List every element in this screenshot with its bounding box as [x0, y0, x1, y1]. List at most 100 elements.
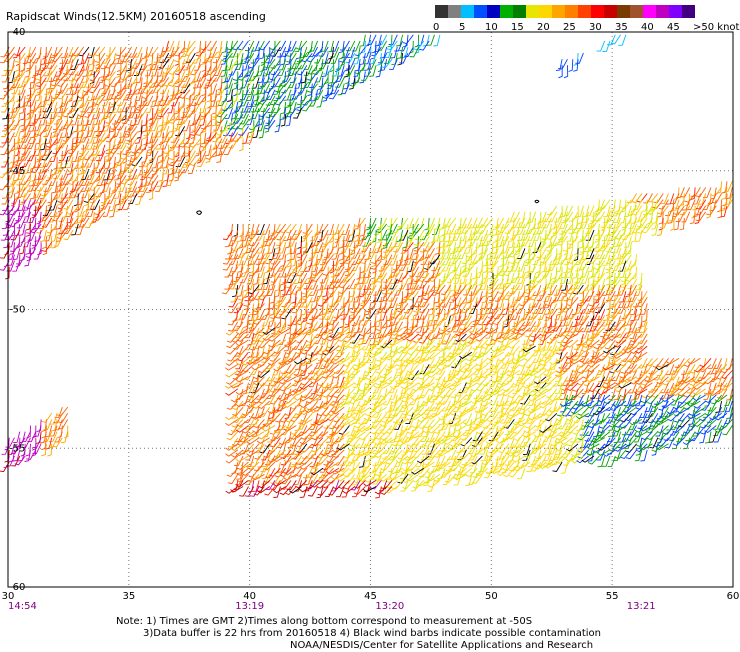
wind-barb	[15, 254, 21, 268]
wind-barb	[440, 272, 451, 283]
wind-barb	[243, 370, 255, 381]
wind-barb	[170, 95, 180, 107]
wind-barb	[527, 236, 537, 248]
wind-barb	[422, 345, 435, 354]
wind-barb	[401, 400, 414, 410]
wind-barb	[574, 339, 584, 351]
wind-barb	[314, 254, 324, 265]
wind-barb	[430, 279, 435, 292]
wind-barb	[400, 400, 409, 413]
wind-barb	[363, 449, 377, 457]
wind-barb	[435, 278, 446, 289]
wind-barb	[165, 59, 175, 70]
wind-barb	[693, 419, 706, 428]
wind-barb	[328, 77, 340, 87]
wind-barb	[357, 278, 366, 290]
wind-barb	[17, 168, 26, 180]
wind-barb	[514, 266, 521, 280]
wind-barb	[95, 89, 106, 100]
legend-swatch	[461, 5, 474, 18]
wind-barb	[534, 376, 547, 385]
wind-barb	[380, 248, 388, 261]
wind-barb	[608, 223, 616, 236]
wind-barb	[624, 406, 637, 415]
wind-barb	[49, 413, 58, 425]
wind-barb	[341, 419, 356, 426]
wind-barb	[331, 437, 345, 445]
wind-barb	[180, 83, 191, 94]
wind-barb	[634, 309, 643, 321]
wind-barb	[509, 394, 520, 405]
wind-barb	[247, 443, 260, 453]
wind-barb	[449, 285, 457, 298]
wind-barb	[440, 290, 451, 302]
wind-barb	[473, 364, 483, 375]
wind-barb	[326, 412, 340, 422]
wind-barb	[317, 77, 324, 90]
wind-barb	[424, 272, 435, 283]
wind-barb	[354, 297, 361, 310]
wind-barb	[389, 254, 398, 266]
wind-barb	[452, 333, 462, 345]
wind-barb	[241, 357, 255, 366]
wind-barb	[428, 419, 441, 429]
wind-barb	[159, 120, 170, 131]
wind-barb	[45, 132, 53, 145]
wind-barb	[344, 315, 356, 326]
wind-barb	[496, 388, 510, 396]
wind-barb	[568, 309, 579, 320]
wind-barb	[414, 40, 420, 54]
wind-barb	[494, 217, 505, 229]
wind-barb	[112, 138, 122, 150]
wind-barb	[571, 303, 579, 316]
wind-barb	[472, 297, 483, 308]
wind-barb	[486, 230, 494, 242]
wind-barb	[242, 382, 249, 395]
wind-barbs	[0, 34, 733, 499]
wind-barb	[326, 333, 340, 342]
wind-barb	[546, 333, 558, 344]
wind-barb	[379, 382, 393, 390]
wind-barb	[552, 235, 563, 247]
wind-barb	[161, 113, 170, 126]
wind-barb	[558, 65, 563, 79]
wind-barb	[36, 199, 47, 210]
wind-barb	[596, 309, 606, 321]
wind-barb	[600, 217, 606, 231]
wind-barb	[45, 138, 53, 151]
wind-barb	[71, 150, 79, 163]
wind-barb	[695, 187, 707, 198]
wind-barb	[109, 95, 116, 108]
wind-barb	[400, 254, 409, 266]
wind-barb	[259, 89, 265, 103]
wind-barb	[259, 443, 271, 454]
wind-barb	[588, 266, 595, 279]
wind-barb	[233, 272, 244, 283]
wind-barb	[300, 357, 313, 367]
wind-barb	[120, 71, 132, 81]
wind-barb	[358, 425, 371, 433]
wind-barb	[207, 83, 212, 97]
wind-barb	[640, 303, 648, 316]
wind-barb	[230, 394, 244, 403]
wind-barb	[20, 174, 31, 186]
wind-barb	[677, 388, 690, 397]
wind-barb	[268, 77, 276, 90]
wind-barb	[657, 407, 664, 420]
wind-barb	[231, 437, 244, 447]
wind-barb	[348, 339, 361, 349]
wind-barb	[21, 138, 31, 149]
wind-barb	[379, 376, 393, 384]
wind-barb	[59, 52, 69, 64]
wind-barb	[270, 272, 281, 283]
wind-barb	[310, 229, 319, 242]
wind-barb	[57, 425, 63, 438]
wind-barb	[541, 278, 547, 292]
wind-barb	[236, 315, 244, 328]
wind-barb	[436, 303, 446, 314]
wind-barb	[636, 370, 648, 380]
wind-barb	[440, 394, 451, 405]
wind-barb	[180, 113, 191, 125]
wind-barb	[589, 309, 595, 323]
